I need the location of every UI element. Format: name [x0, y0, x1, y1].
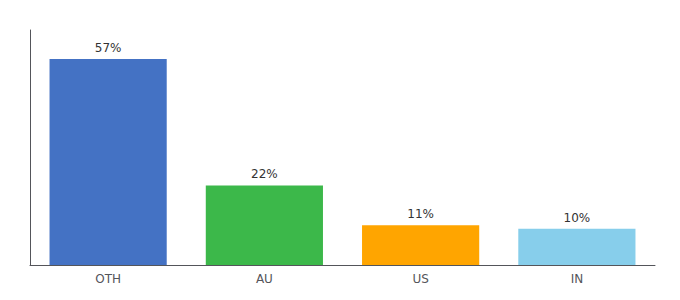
svg-text:US: US [412, 272, 428, 286]
svg-text:AU: AU [256, 272, 273, 286]
svg-text:OTH: OTH [95, 272, 121, 286]
svg-text:10%: 10% [564, 211, 591, 225]
svg-text:IN: IN [571, 272, 584, 286]
svg-text:57%: 57% [95, 41, 122, 55]
svg-text:11%: 11% [407, 207, 434, 221]
svg-text:22%: 22% [251, 167, 278, 181]
